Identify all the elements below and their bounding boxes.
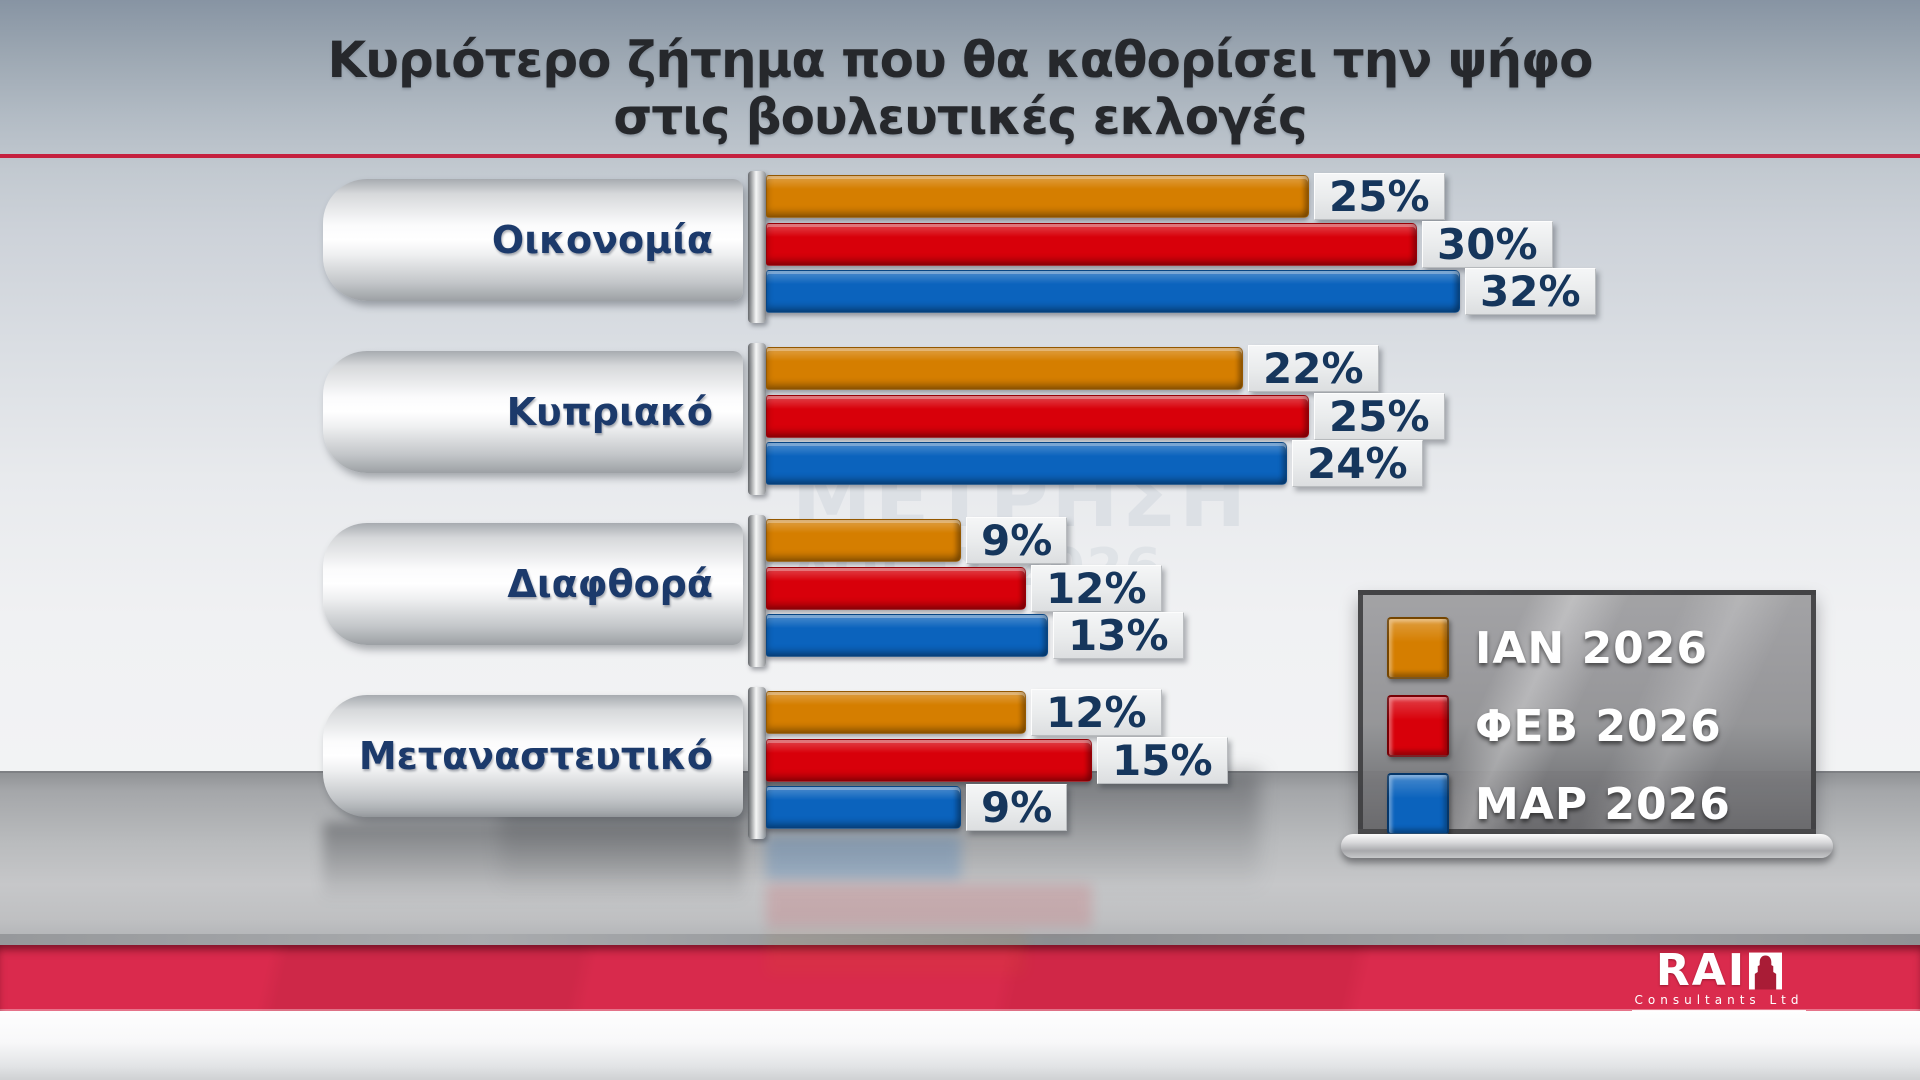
floor-edge-strip [0,934,1920,946]
bar-cat3-series2 [766,786,961,829]
footer-lower-area [0,1011,1920,1080]
reflection-bar [766,884,1092,927]
category-label-1: Κυπριακό [323,351,743,473]
page-title: Κυριότερο ζήτημα που θα καθορίσει την ψή… [0,32,1920,146]
value-label-cat3-series2: 9% [966,783,1068,832]
value-label-cat3-series1: 15% [1097,736,1228,785]
rai-brand-text: RAI [1655,945,1747,996]
title-separator-line [0,154,1920,158]
bar-cat2-series1 [766,567,1026,610]
legend-swatch-feb-icon [1387,695,1449,757]
value-label-cat2-series0: 9% [966,516,1068,565]
rai-underline [1632,1010,1806,1012]
bar-cat1-series1 [766,395,1309,438]
legend-item-mar: ΜΑΡ 2026 [1387,773,1811,835]
legend-label-feb: ΦΕΒ 2026 [1475,700,1722,752]
category-label-2: Διαφθορά [323,523,743,645]
value-label-cat3-series0: 12% [1031,688,1162,737]
rai-logo: RAI Consultants Ltd [1632,945,1806,1012]
reflection-bar [766,932,1026,975]
legend-swatch-ian-icon [1387,617,1449,679]
value-label-cat1-series1: 25% [1314,392,1445,441]
legend-item-ian: ΙΑΝ 2026 [1387,617,1811,679]
reflection-bar [766,836,961,879]
axis-wall [748,171,766,323]
bar-cat2-series0 [766,519,961,562]
bar-cat0-series1 [766,223,1417,266]
rai-subtitle: Consultants Ltd [1634,993,1804,1007]
legend: ΙΑΝ 2026 ΦΕΒ 2026 ΜΑΡ 2026 [1341,590,1833,858]
bar-cat3-series0 [766,691,1026,734]
value-label-cat0-series0: 25% [1314,172,1445,221]
category-label-0: Οικονομία [323,179,743,301]
bar-cat1-series0 [766,347,1243,390]
bar-cat3-series1 [766,739,1092,782]
legend-label-mar: ΜΑΡ 2026 [1475,778,1731,830]
category-label-3: Μεταναστευτικό [323,695,743,817]
value-label-cat0-series2: 32% [1465,267,1596,316]
legend-label-ian: ΙΑΝ 2026 [1475,622,1709,674]
title-line-1: Κυριότερο ζήτημα που θα καθορίσει την ψή… [327,31,1593,89]
footer-band [0,945,1920,1011]
value-label-cat2-series1: 12% [1031,564,1162,613]
title-line-2: στις βουλευτικές εκλογές [613,88,1307,146]
rai-statue-icon [1749,952,1783,990]
legend-stand [1341,834,1833,858]
axis-wall [748,687,766,839]
axis-wall [748,515,766,667]
bar-cat0-series2 [766,270,1460,313]
value-label-cat1-series2: 24% [1292,439,1423,488]
value-label-cat2-series2: 13% [1053,611,1184,660]
legend-item-feb: ΦΕΒ 2026 [1387,695,1811,757]
reflection-pill [323,822,743,902]
value-label-cat0-series1: 30% [1422,220,1553,269]
rai-logo-top: RAI [1632,945,1806,996]
legend-swatch-mar-icon [1387,773,1449,835]
axis-wall [748,343,766,495]
bar-cat0-series0 [766,175,1309,218]
bar-cat1-series2 [766,442,1287,485]
value-label-cat1-series0: 22% [1248,344,1379,393]
bar-cat2-series2 [766,614,1048,657]
